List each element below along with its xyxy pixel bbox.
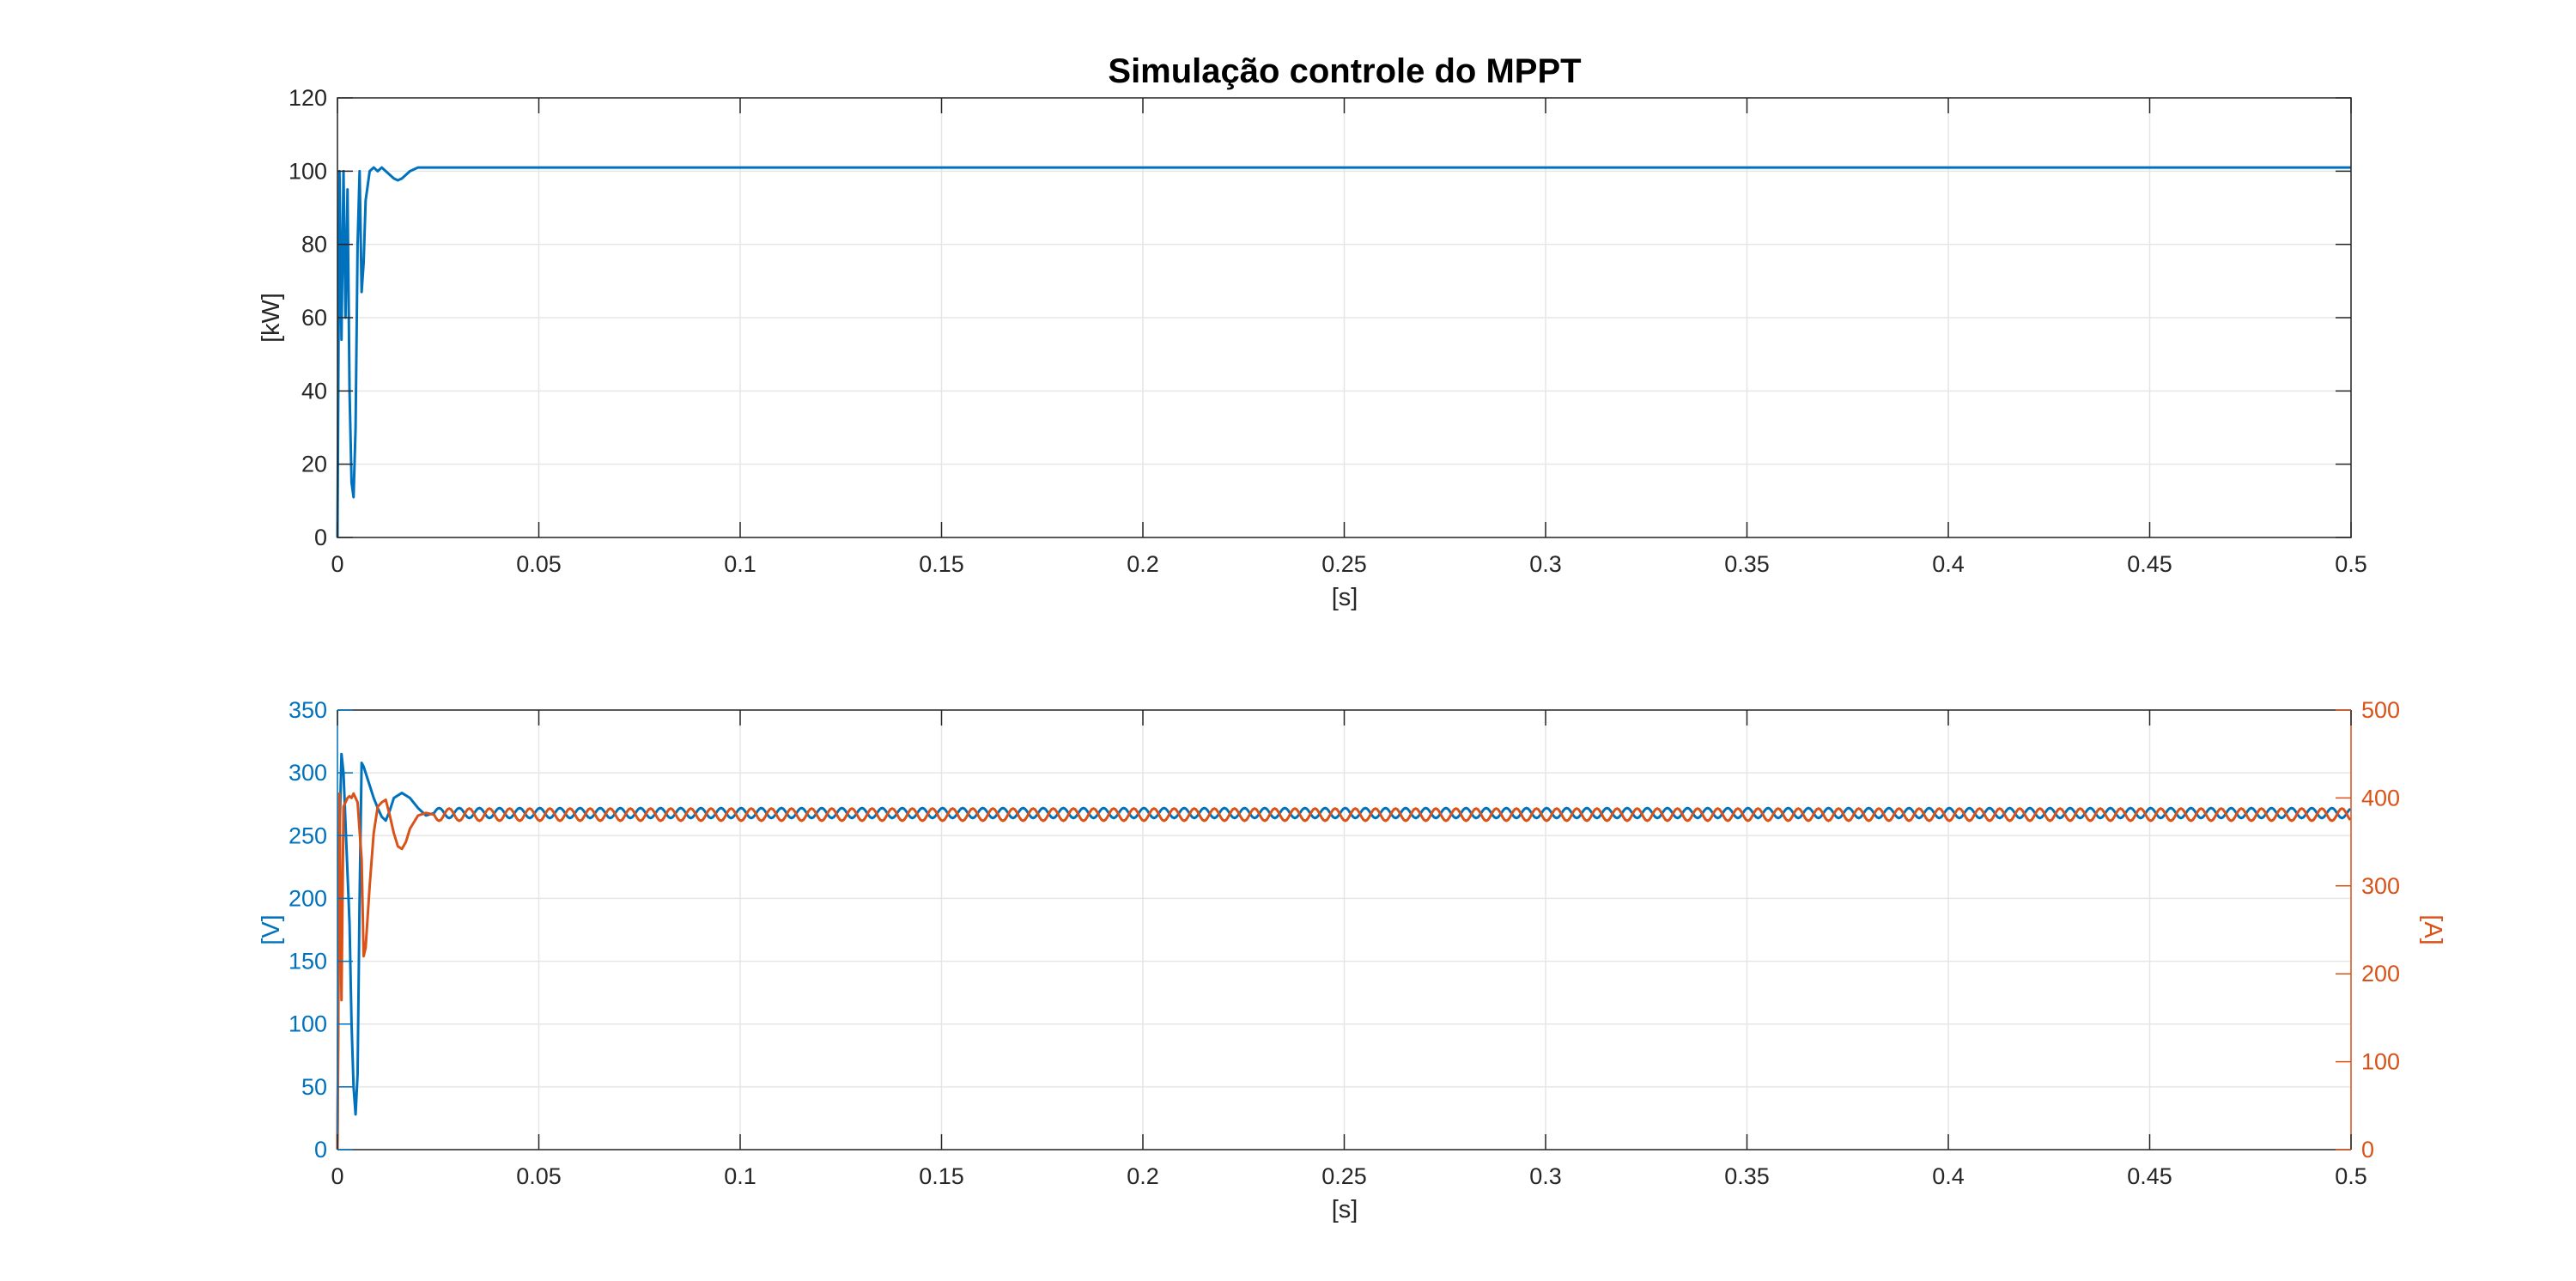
y-right-tick-label: 100 [2361, 1049, 2400, 1075]
plot-power: 0 0.05 0.1 0.15 0.2 0.25 0.3 0.35 0.4 0.45 0.5 0 20… [258, 85, 2367, 611]
plot-power-xlabel: [s] [1332, 584, 1358, 611]
x-tick-label: 0 [331, 1163, 343, 1189]
x-tick-label: 0.15 [919, 1163, 964, 1189]
x-tick-label: 0.2 [1127, 551, 1159, 577]
x-tick-label: 0.05 [516, 551, 562, 577]
x-tick-label: 0.5 [2335, 1163, 2367, 1189]
plot-vi-ylabel-right: [A] [2419, 914, 2446, 944]
plot-power-lines [336, 166, 2351, 538]
x-tick-label: 0 [331, 551, 343, 577]
plot-vi-ylabel-left: [V] [258, 914, 285, 944]
x-tick-label: 0.1 [724, 551, 756, 577]
x-tick-label: 0.4 [1932, 1163, 1965, 1189]
figure-title: Simulação controle do MPPT [1108, 52, 1581, 90]
x-tick-label: 0.4 [1932, 551, 1965, 577]
plot-power-ylabel: [kW] [258, 293, 285, 343]
x-tick-label: 0.45 [2127, 551, 2172, 577]
x-tick-label: 0.15 [919, 551, 964, 577]
y-tick-label: 0 [314, 525, 327, 550]
y-tick-label: 200 [289, 885, 327, 911]
plot-vi-lines [336, 752, 2352, 1150]
x-tick-label: 0.1 [724, 1163, 756, 1189]
y-tick-label: 0 [314, 1137, 327, 1163]
y-right-tick-label: 400 [2361, 785, 2400, 810]
y-tick-label: 120 [289, 85, 327, 111]
y-tick-label: 40 [301, 378, 327, 404]
y-tick-label: 150 [289, 949, 327, 974]
plot-vi-x-ticks: 0 0.05 0.1 0.15 0.2 0.25 0.3 0.35 0.4 0.45 0.5 [331, 710, 2367, 1189]
x-tick-label: 0.3 [1529, 1163, 1562, 1189]
y-tick-label: 50 [301, 1074, 327, 1100]
y-tick-label: 350 [289, 697, 327, 723]
y-tick-label: 60 [301, 305, 327, 331]
plot-power-y-ticks: 0 20 40 60 80 100 120 [289, 85, 2351, 550]
x-tick-label: 0.5 [2335, 551, 2367, 577]
y-tick-label: 100 [289, 1011, 327, 1037]
plot-power-x-ticks: 0 0.05 0.1 0.15 0.2 0.25 0.3 0.35 0.4 0.45 0.5 [331, 98, 2367, 577]
x-tick-label: 0.35 [1724, 1163, 1770, 1189]
plot-vi-left-y-ticks: 0 50 100 150 200 250 300 350 [289, 697, 353, 1163]
y-right-tick-label: 200 [2361, 961, 2400, 987]
x-tick-label: 0.35 [1724, 551, 1770, 577]
y-right-tick-label: 500 [2361, 697, 2400, 723]
series-line-power [336, 166, 2351, 538]
plot-vi-xlabel: [s] [1332, 1196, 1358, 1223]
plot-voltage-current: 0 0.05 0.1 0.15 0.2 0.25 0.3 0.35 0.4 0.45 0.5 0 50… [258, 697, 2446, 1223]
x-tick-label: 0.25 [1321, 551, 1367, 577]
x-tick-label: 0.45 [2127, 1163, 2172, 1189]
y-tick-label: 300 [289, 760, 327, 786]
series-line-current [336, 792, 2352, 1150]
x-tick-label: 0.3 [1529, 551, 1562, 577]
plot-vi-right-y-ticks: 0 100 200 300 400 500 [2336, 697, 2400, 1163]
y-right-tick-label: 300 [2361, 873, 2400, 899]
y-tick-label: 80 [301, 232, 327, 258]
y-right-tick-label: 0 [2361, 1137, 2374, 1163]
x-tick-label: 0.2 [1127, 1163, 1159, 1189]
x-tick-label: 0.25 [1321, 1163, 1367, 1189]
y-tick-label: 100 [289, 158, 327, 184]
y-tick-label: 20 [301, 452, 327, 477]
y-tick-label: 250 [289, 823, 327, 848]
x-tick-label: 0.05 [516, 1163, 562, 1189]
